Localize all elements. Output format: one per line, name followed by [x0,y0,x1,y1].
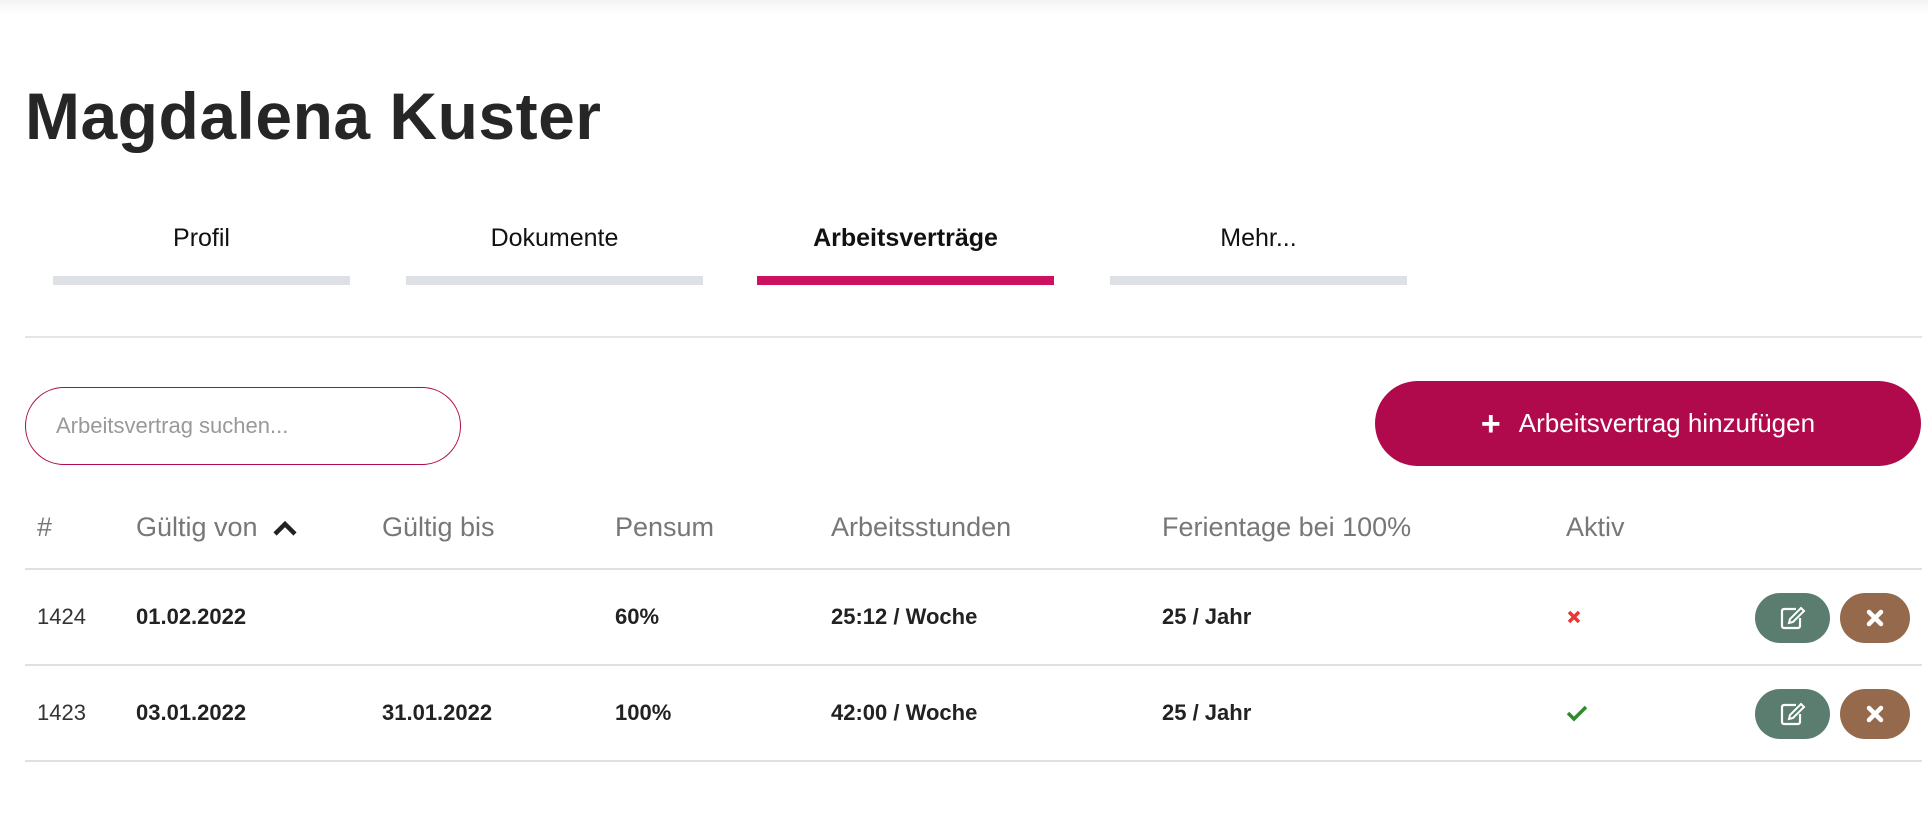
column-header-hours[interactable]: Arbeitsstunden [831,512,1012,542]
header-divider [25,568,1922,570]
row-divider [25,664,1922,666]
tab-profil[interactable]: Profil [53,218,350,285]
column-header-valid-to[interactable]: Gültig bis [382,512,495,542]
tab-indicator [406,276,703,285]
edit-icon [1780,702,1805,726]
inactive-x-icon [1567,610,1581,624]
cell-hours: 42:00 / Woche [831,700,978,725]
cell-pensum: 60% [615,604,660,629]
column-header-valid-from[interactable]: Gültig von [136,512,298,543]
cell-id: 1424 [37,604,86,629]
column-header-label: Gültig von [136,512,258,542]
add-contract-label: Arbeitsvertrag hinzufügen [1518,408,1816,438]
search-input[interactable] [25,387,461,465]
plus-icon: + [1480,404,1501,443]
cell-pensum: 100% [615,700,672,725]
cell-vacation: 25 / Jahr [1162,604,1252,629]
chevron-up-icon [272,520,297,536]
cell-valid-from: 03.01.2022 [136,700,247,725]
close-icon [1866,609,1884,627]
column-header-vacation[interactable]: Ferientage bei 100% [1162,512,1412,542]
tab-indicator [757,276,1054,285]
cell-vacation: 25 / Jahr [1162,700,1252,725]
column-header-active[interactable]: Aktiv [1566,512,1625,542]
cell-valid-to: 31.01.2022 [382,700,493,725]
row-divider [25,760,1922,762]
column-header-id[interactable]: # [37,512,53,542]
top-shadow [0,0,1928,14]
tab-indicator [53,276,350,285]
tab-mehr[interactable]: Mehr... [1110,218,1407,285]
divider [25,336,1922,338]
column-header-pensum[interactable]: Pensum [615,512,715,542]
tab-dokumente[interactable]: Dokumente [406,218,703,285]
close-icon [1866,705,1884,723]
delete-button[interactable] [1840,689,1910,739]
delete-button[interactable] [1840,593,1910,643]
edit-button[interactable] [1755,689,1830,739]
tab-label: Arbeitsverträge [813,224,998,252]
edit-button[interactable] [1755,593,1830,643]
tab-indicator [1110,276,1407,285]
cell-hours: 25:12 / Woche [831,604,978,629]
page-title: Magdalena Kuster [25,79,602,153]
tab-arbeitsvertraege[interactable]: Arbeitsverträge [757,218,1054,285]
tab-label: Mehr... [1220,224,1297,252]
tab-label: Profil [173,224,230,252]
active-check-icon [1566,705,1588,722]
edit-icon [1780,606,1805,630]
cell-valid-from: 01.02.2022 [136,604,247,629]
add-contract-button[interactable]: + Arbeitsvertrag hinzufügen [1375,381,1921,466]
tab-label: Dokumente [490,224,619,252]
cell-id: 1423 [37,700,86,725]
